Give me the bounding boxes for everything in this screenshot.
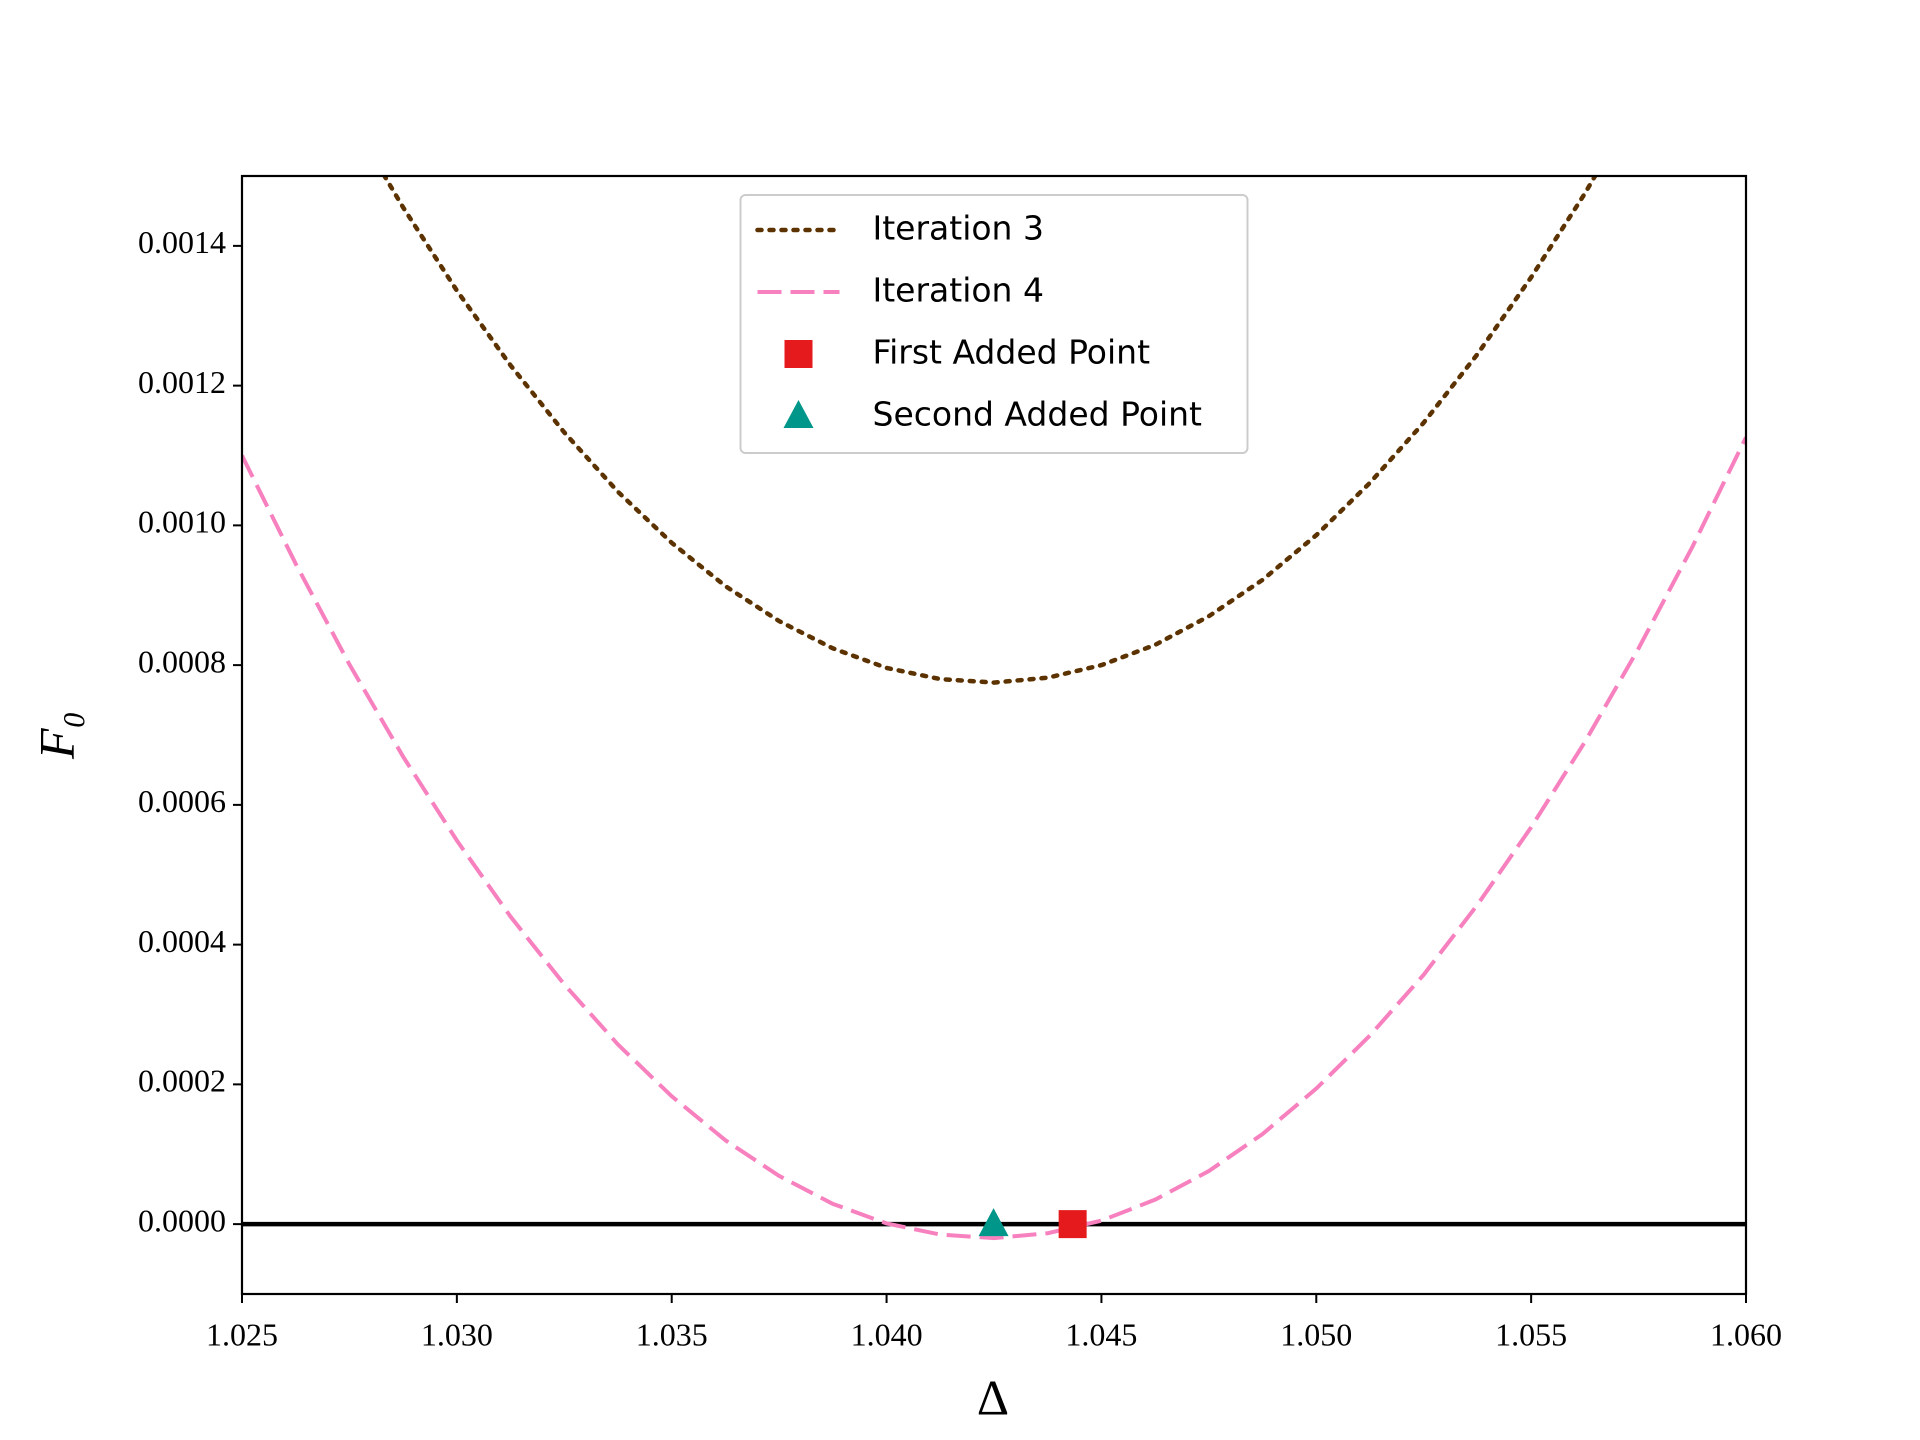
y-tick-label: 0.0000: [138, 1202, 226, 1238]
triangle-marker: [978, 1208, 1009, 1237]
plot-frame: [240, 174, 1748, 1296]
legend-label: Iteration 3: [873, 209, 1044, 248]
x-tick-label: 1.055: [1495, 1316, 1567, 1352]
x-tick-label: 1.025: [206, 1316, 278, 1352]
x-tick-label: 1.045: [1065, 1316, 1137, 1352]
square-marker: [1058, 1210, 1087, 1239]
legend-label: Iteration 4: [873, 271, 1044, 310]
y-tick-label: 0.0008: [138, 643, 226, 679]
y-tick-label: 0.0004: [138, 923, 226, 959]
square-marker: [784, 340, 813, 368]
y-tick-label: 0.0010: [138, 504, 226, 540]
y-tick-label: 0.0012: [138, 364, 226, 400]
y-tick-label: 0.0014: [138, 224, 226, 260]
x-tick-label: 1.040: [851, 1316, 923, 1352]
legend-box: [739, 194, 1249, 454]
legend-label: Second Added Point: [873, 395, 1203, 434]
y-axis-label: F₀: [28, 711, 84, 760]
y-tick-label: 0.0006: [138, 783, 226, 819]
legend-label: First Added Point: [873, 333, 1151, 372]
triangle-marker: [783, 400, 814, 428]
x-tick-label: 1.050: [1280, 1316, 1352, 1352]
plot-area: [242, 176, 1746, 1241]
x-tick-label: 1.060: [1710, 1316, 1782, 1352]
x-tick-label: 1.030: [421, 1316, 493, 1352]
series-line: [381, 176, 1598, 685]
x-tick-label: 1.035: [636, 1316, 708, 1352]
y-tick-label: 0.0002: [138, 1063, 226, 1099]
x-axis-label: Δ: [977, 1369, 1009, 1425]
series-line: [242, 436, 1746, 1241]
